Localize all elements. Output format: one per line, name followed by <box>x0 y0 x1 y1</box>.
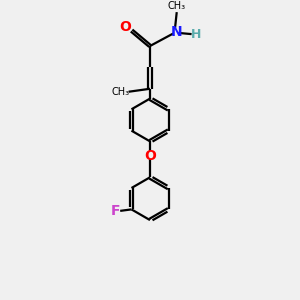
Text: N: N <box>171 25 183 39</box>
Text: O: O <box>144 148 156 163</box>
Text: H: H <box>191 28 202 40</box>
Text: O: O <box>119 20 131 34</box>
Text: CH₃: CH₃ <box>168 1 186 10</box>
Text: CH₃: CH₃ <box>111 87 129 97</box>
Text: F: F <box>111 204 121 218</box>
